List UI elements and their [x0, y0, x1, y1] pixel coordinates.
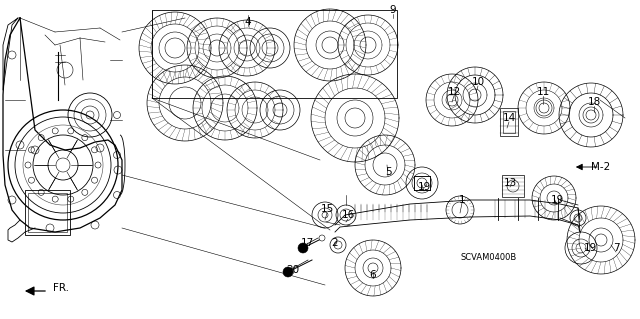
Text: 17: 17 — [300, 238, 314, 248]
Text: 16: 16 — [341, 210, 355, 220]
Bar — [500, 108, 518, 136]
Text: 6: 6 — [370, 270, 376, 280]
Text: 2: 2 — [332, 238, 339, 248]
Text: M-2: M-2 — [591, 162, 611, 172]
Bar — [28, 193, 67, 232]
Text: 11: 11 — [536, 87, 550, 97]
Text: 19: 19 — [550, 195, 564, 205]
Text: 5: 5 — [385, 167, 391, 177]
Text: 7: 7 — [612, 243, 620, 253]
Circle shape — [319, 235, 325, 241]
Text: 19: 19 — [584, 243, 596, 253]
Text: 13: 13 — [504, 178, 516, 188]
Bar — [502, 175, 524, 197]
Text: 19: 19 — [417, 182, 431, 192]
Text: 15: 15 — [321, 204, 333, 214]
Text: SCVAM0400B: SCVAM0400B — [461, 254, 517, 263]
Text: 20: 20 — [287, 265, 300, 275]
Polygon shape — [3, 18, 122, 232]
Bar — [414, 176, 430, 190]
Text: 14: 14 — [502, 113, 516, 123]
Text: 18: 18 — [588, 97, 600, 107]
Text: 12: 12 — [447, 87, 461, 97]
Text: FR.: FR. — [53, 283, 69, 293]
Text: 10: 10 — [472, 77, 484, 87]
Text: 1: 1 — [459, 195, 465, 205]
Bar — [152, 10, 397, 98]
Text: 4: 4 — [244, 17, 252, 27]
Bar — [25, 190, 70, 235]
Bar — [503, 111, 515, 133]
Circle shape — [298, 243, 308, 253]
Text: 9: 9 — [390, 5, 396, 15]
Circle shape — [283, 267, 293, 277]
